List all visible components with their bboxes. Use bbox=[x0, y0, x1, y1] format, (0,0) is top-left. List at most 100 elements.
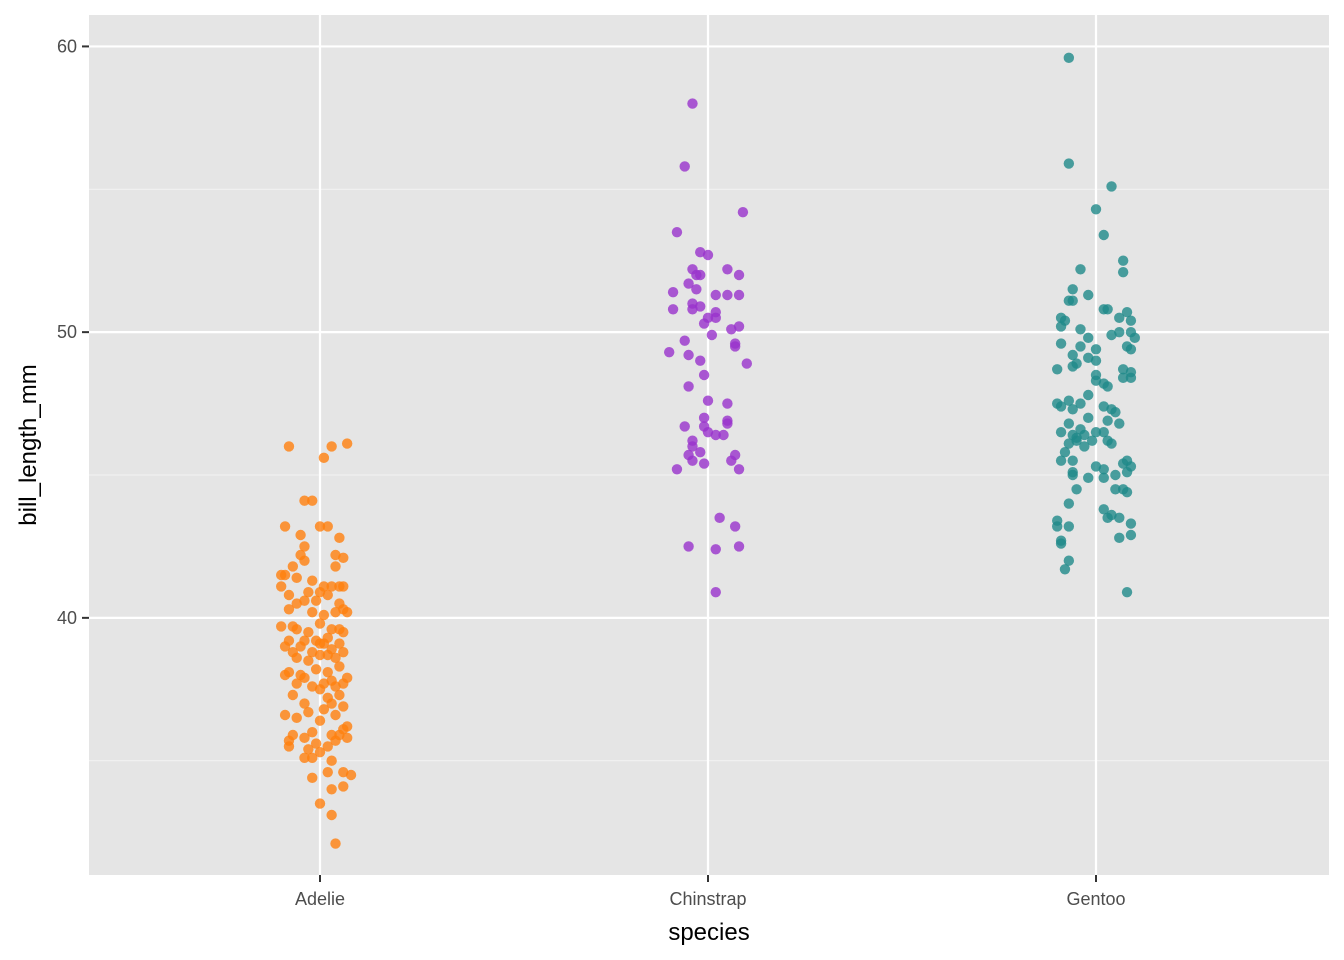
data-point-chinstrap bbox=[698, 369, 710, 381]
data-point-chinstrap bbox=[710, 289, 721, 301]
data-point-gentoo bbox=[1055, 426, 1067, 438]
data-point-adelie bbox=[318, 452, 330, 464]
data-point-chinstrap bbox=[706, 329, 718, 341]
data-point-adelie bbox=[314, 798, 326, 809]
data-point-adelie bbox=[291, 712, 302, 724]
data-point-adelie bbox=[326, 809, 337, 821]
data-point-gentoo bbox=[1121, 586, 1133, 598]
data-point-adelie bbox=[338, 701, 349, 712]
data-point-adelie bbox=[295, 641, 306, 652]
data-point-chinstrap bbox=[741, 358, 752, 369]
data-point-chinstrap bbox=[698, 412, 710, 424]
data-point-chinstrap bbox=[698, 318, 710, 329]
data-point-gentoo bbox=[1067, 284, 1078, 295]
data-point-gentoo bbox=[1067, 469, 1078, 481]
data-point-adelie bbox=[307, 726, 318, 738]
data-point-chinstrap bbox=[714, 512, 725, 524]
data-point-adelie bbox=[341, 732, 353, 744]
data-point-gentoo bbox=[1052, 521, 1063, 532]
data-point-adelie bbox=[334, 661, 345, 672]
data-point-chinstrap bbox=[683, 349, 694, 361]
data-point-gentoo bbox=[1106, 438, 1117, 449]
data-point-adelie bbox=[330, 838, 341, 849]
data-point-adelie bbox=[291, 572, 302, 584]
data-point-adelie bbox=[318, 609, 330, 621]
data-point-adelie bbox=[307, 606, 318, 618]
x-tick-label: Adelie bbox=[295, 889, 345, 909]
data-point-adelie bbox=[303, 744, 314, 755]
data-point-adelie bbox=[303, 655, 314, 666]
data-point-adelie bbox=[330, 652, 341, 664]
data-point-gentoo bbox=[1102, 415, 1113, 426]
data-point-adelie bbox=[334, 532, 345, 544]
data-point-chinstrap bbox=[671, 464, 683, 475]
data-point-adelie bbox=[330, 709, 341, 721]
data-point-chinstrap bbox=[687, 98, 698, 109]
data-point-adelie bbox=[287, 561, 299, 572]
data-point-chinstrap bbox=[679, 335, 690, 346]
data-point-adelie bbox=[307, 772, 318, 784]
data-point-chinstrap bbox=[737, 206, 749, 218]
data-point-chinstrap bbox=[733, 269, 745, 281]
data-point-gentoo bbox=[1063, 395, 1075, 406]
data-point-chinstrap bbox=[702, 249, 714, 261]
y-tick-label: 50 bbox=[57, 322, 77, 342]
data-point-gentoo bbox=[1117, 255, 1129, 266]
data-point-adelie bbox=[318, 704, 330, 715]
data-point-adelie bbox=[291, 678, 302, 689]
data-point-adelie bbox=[310, 595, 322, 606]
data-point-adelie bbox=[299, 732, 310, 744]
data-points bbox=[276, 52, 1141, 849]
data-point-adelie bbox=[310, 738, 322, 749]
data-point-adelie bbox=[295, 529, 306, 541]
data-point-chinstrap bbox=[722, 418, 733, 429]
data-point-gentoo bbox=[1121, 306, 1133, 318]
data-point-adelie bbox=[276, 569, 287, 581]
data-point-adelie bbox=[283, 589, 295, 601]
data-point-adelie bbox=[307, 575, 318, 586]
data-point-gentoo bbox=[1071, 435, 1082, 446]
data-point-adelie bbox=[345, 769, 357, 781]
data-point-adelie bbox=[330, 561, 341, 572]
data-point-adelie bbox=[322, 521, 333, 532]
data-point-chinstrap bbox=[695, 269, 706, 281]
data-point-adelie bbox=[338, 626, 349, 638]
data-point-gentoo bbox=[1110, 469, 1121, 481]
data-point-gentoo bbox=[1098, 229, 1109, 241]
data-point-gentoo bbox=[1055, 321, 1067, 332]
data-point-adelie bbox=[326, 698, 337, 709]
y-tick-label: 60 bbox=[57, 36, 77, 56]
data-point-adelie bbox=[299, 541, 310, 552]
data-point-chinstrap bbox=[710, 312, 721, 324]
data-point-adelie bbox=[279, 669, 291, 681]
y-tick-label: 40 bbox=[57, 608, 77, 628]
data-point-gentoo bbox=[1083, 289, 1094, 301]
data-point-adelie bbox=[299, 495, 310, 506]
data-point-gentoo bbox=[1102, 512, 1113, 524]
y-axis-title: bill_length_mm bbox=[15, 364, 42, 525]
data-point-adelie bbox=[283, 441, 295, 452]
data-point-adelie bbox=[299, 698, 310, 709]
data-point-gentoo bbox=[1090, 461, 1102, 472]
data-point-gentoo bbox=[1063, 158, 1075, 169]
data-point-adelie bbox=[330, 681, 341, 692]
data-point-chinstrap bbox=[722, 264, 733, 275]
data-point-gentoo bbox=[1075, 398, 1086, 409]
x-tick-label: Chinstrap bbox=[669, 889, 746, 909]
data-point-adelie bbox=[283, 604, 295, 615]
data-point-gentoo bbox=[1121, 466, 1133, 478]
data-point-gentoo bbox=[1106, 181, 1117, 192]
data-point-adelie bbox=[307, 495, 318, 506]
data-point-adelie bbox=[291, 624, 302, 635]
data-point-gentoo bbox=[1102, 381, 1113, 392]
data-point-gentoo bbox=[1086, 435, 1098, 446]
data-point-gentoo bbox=[1083, 472, 1094, 484]
data-point-adelie bbox=[276, 621, 287, 632]
data-point-gentoo bbox=[1110, 406, 1121, 418]
data-point-chinstrap bbox=[729, 341, 741, 352]
data-point-chinstrap bbox=[733, 321, 745, 332]
data-point-chinstrap bbox=[733, 541, 745, 552]
data-point-adelie bbox=[322, 741, 333, 752]
data-point-gentoo bbox=[1090, 344, 1102, 355]
data-point-adelie bbox=[314, 746, 326, 758]
